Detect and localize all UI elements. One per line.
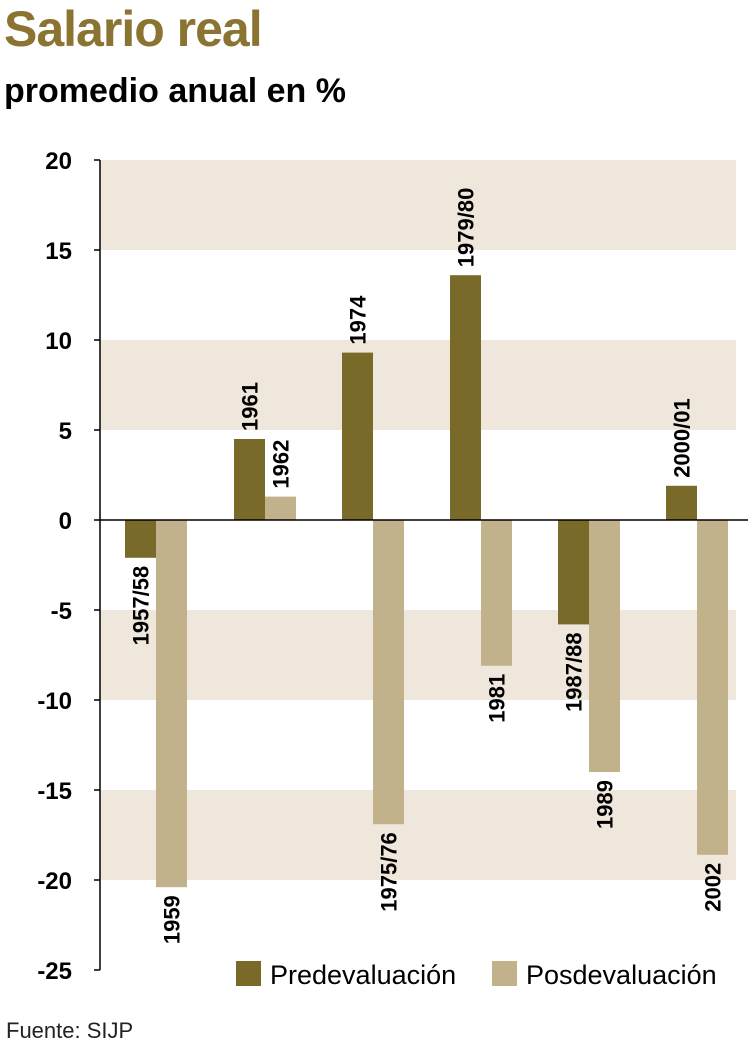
grid-band-0 [100, 160, 736, 250]
y-tick-label: -5 [51, 598, 72, 625]
y-tick-label: -10 [37, 688, 72, 715]
bar-label: 1962 [269, 440, 294, 489]
legend-swatch-1 [492, 961, 517, 986]
bar-1974 [342, 352, 373, 520]
bar-label: 1989 [593, 780, 618, 829]
chart-subtitle: promedio anual en % [4, 72, 346, 110]
bar-1987-88 [558, 520, 589, 625]
bars [100, 275, 748, 888]
bar-label: 1975/76 [377, 832, 402, 912]
y-tick-label: 15 [45, 238, 72, 265]
bar-label: 1979/80 [454, 188, 479, 268]
grid-band-1 [100, 340, 736, 430]
y-tick-label: -20 [37, 868, 72, 895]
y-tick-label: -15 [37, 778, 72, 805]
bar-label: 1981 [485, 674, 510, 723]
bar-label: 1961 [238, 382, 263, 431]
legend-swatch-0 [236, 961, 261, 986]
y-tick-label: 20 [45, 148, 72, 175]
grid-band-3 [100, 790, 736, 880]
bar-label: 2000/01 [670, 398, 695, 478]
legend-label-0: Predevaluación [270, 960, 456, 990]
source-note: Fuente: SIJP [6, 1018, 134, 1043]
bar-label: 1974 [346, 295, 371, 345]
bar-label: 1987/88 [562, 632, 587, 712]
legend: Predevaluación Posdevaluación [236, 960, 717, 990]
bar-label: 1957/58 [129, 566, 154, 646]
bar-1979-80 [450, 275, 481, 520]
bar-label: 1959 [160, 895, 185, 944]
bar-1957-58 [125, 520, 156, 558]
bar-1975-76 [373, 520, 404, 825]
bar-1961 [234, 439, 265, 520]
y-axis: 20 15 10 5 0 -5 -10 -15 -20 -25 [37, 148, 101, 985]
y-tick-label: 5 [59, 418, 72, 445]
bar-1989 [589, 520, 620, 772]
y-tick-label: 10 [45, 328, 72, 355]
chart-title: Salario real [4, 1, 263, 57]
bar-2002 [697, 520, 728, 855]
bar-1959 [156, 520, 187, 888]
bar-1962 [265, 496, 296, 520]
bar-1981 [481, 520, 512, 666]
bar-label: 2002 [701, 863, 726, 912]
y-tick-label: 0 [59, 508, 72, 535]
background-bands [100, 160, 736, 880]
grid-band-2 [100, 610, 736, 700]
y-tick-label: -25 [37, 958, 72, 985]
legend-label-1: Posdevaluación [526, 960, 717, 990]
bar-2000-01 [666, 485, 697, 520]
